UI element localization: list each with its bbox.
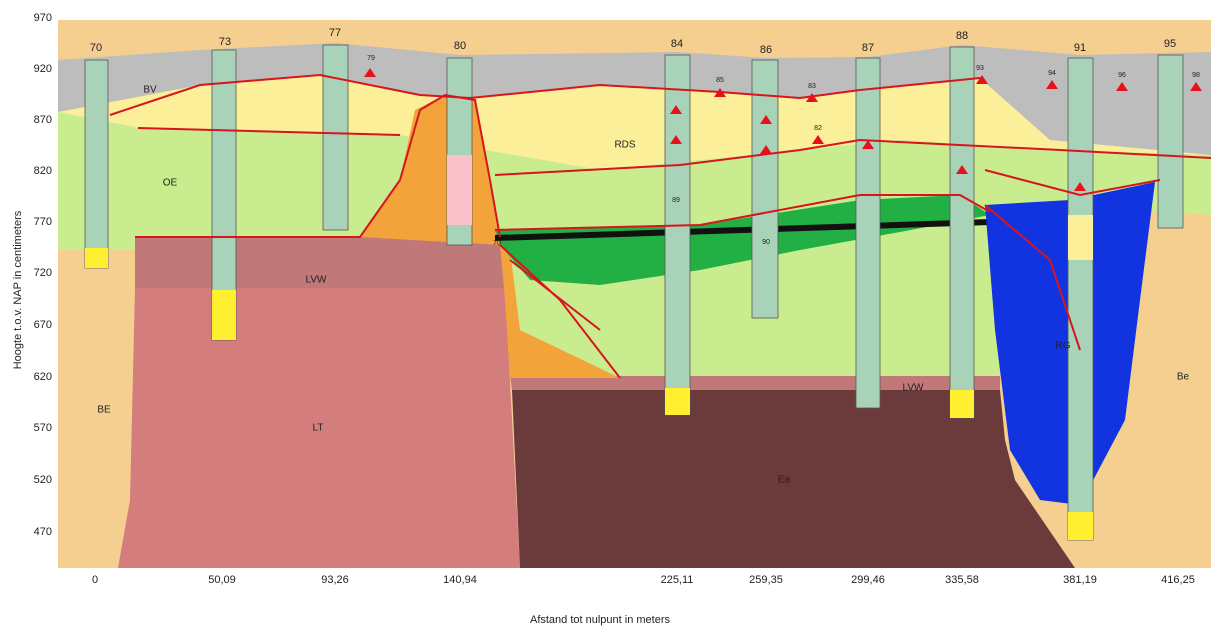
y-tick-label: 570 — [34, 422, 52, 434]
y-tick-label: 870 — [34, 114, 52, 126]
x-axis-title: Afstand tot nulpunt in meters — [530, 614, 671, 626]
marker-label: 96 — [1118, 72, 1126, 79]
layer-label: LT — [313, 423, 324, 434]
y-tick-label: 470 — [34, 526, 52, 538]
borehole-label: 86 — [760, 44, 772, 56]
cross-section: 970 920 870 820 770 720 670 620 570 520 470 0 50,09 9… — [0, 0, 1211, 632]
layer-label: BV — [143, 85, 157, 96]
borehole-label: 91 — [1074, 42, 1086, 54]
layer-label: LVW — [306, 275, 327, 286]
x-tick-label: 50,09 — [208, 574, 236, 586]
marker-label: 98 — [1192, 72, 1200, 79]
borehole-label: 84 — [671, 38, 683, 50]
y-tick-label: 970 — [34, 12, 52, 24]
x-tick-label: 381,19 — [1063, 574, 1097, 586]
x-tick-label: 299,46 — [851, 574, 885, 586]
borehole-label: 80 — [454, 40, 466, 52]
y-tick-label: 720 — [34, 267, 52, 279]
layer-label: Ea — [778, 475, 791, 486]
y-tick-label: 820 — [34, 165, 52, 177]
marker-label: 82 — [814, 125, 822, 132]
y-tick-label: 520 — [34, 474, 52, 486]
marker-label: 79 — [367, 55, 375, 62]
borehole-label: 77 — [329, 27, 341, 39]
y-tick-label: 670 — [34, 319, 52, 331]
layer-label: RDS — [614, 140, 635, 151]
borehole-label: 88 — [956, 30, 968, 42]
marker-label: 70 — [493, 240, 501, 247]
x-tick-label: 225,11 — [661, 574, 694, 586]
marker-label: 93 — [976, 65, 984, 72]
marker-label: 83 — [808, 83, 816, 90]
borehole-label: 95 — [1164, 38, 1176, 50]
layer-label: OE — [163, 178, 178, 189]
x-tick-label: 259,35 — [749, 574, 783, 586]
x-tick-label: 140,94 — [443, 574, 477, 586]
marker-label: 89 — [672, 197, 680, 204]
y-tick-label: 770 — [34, 216, 52, 228]
y-axis-title: Hoogte t.o.v. NAP in centimeters — [12, 210, 24, 369]
layer-label: Be — [1177, 372, 1190, 383]
layer-label: BE — [97, 405, 111, 416]
borehole-label: 87 — [862, 42, 874, 54]
x-tick-label: 0 — [92, 574, 98, 586]
x-tick-label: 335,58 — [945, 574, 979, 586]
marker-label: 90 — [762, 239, 770, 246]
borehole-label: 73 — [219, 36, 231, 48]
y-tick-label: 920 — [34, 63, 52, 75]
marker-label: 94 — [1048, 70, 1056, 77]
borehole-label: 70 — [90, 42, 102, 54]
x-tick-label: 93,26 — [321, 574, 349, 586]
x-tick-label: 416,25 — [1161, 574, 1195, 586]
marker-label: 85 — [716, 77, 724, 84]
layer-label: RG — [1056, 341, 1071, 352]
layer-label: LVW — [903, 383, 924, 394]
y-tick-label: 620 — [34, 371, 52, 383]
